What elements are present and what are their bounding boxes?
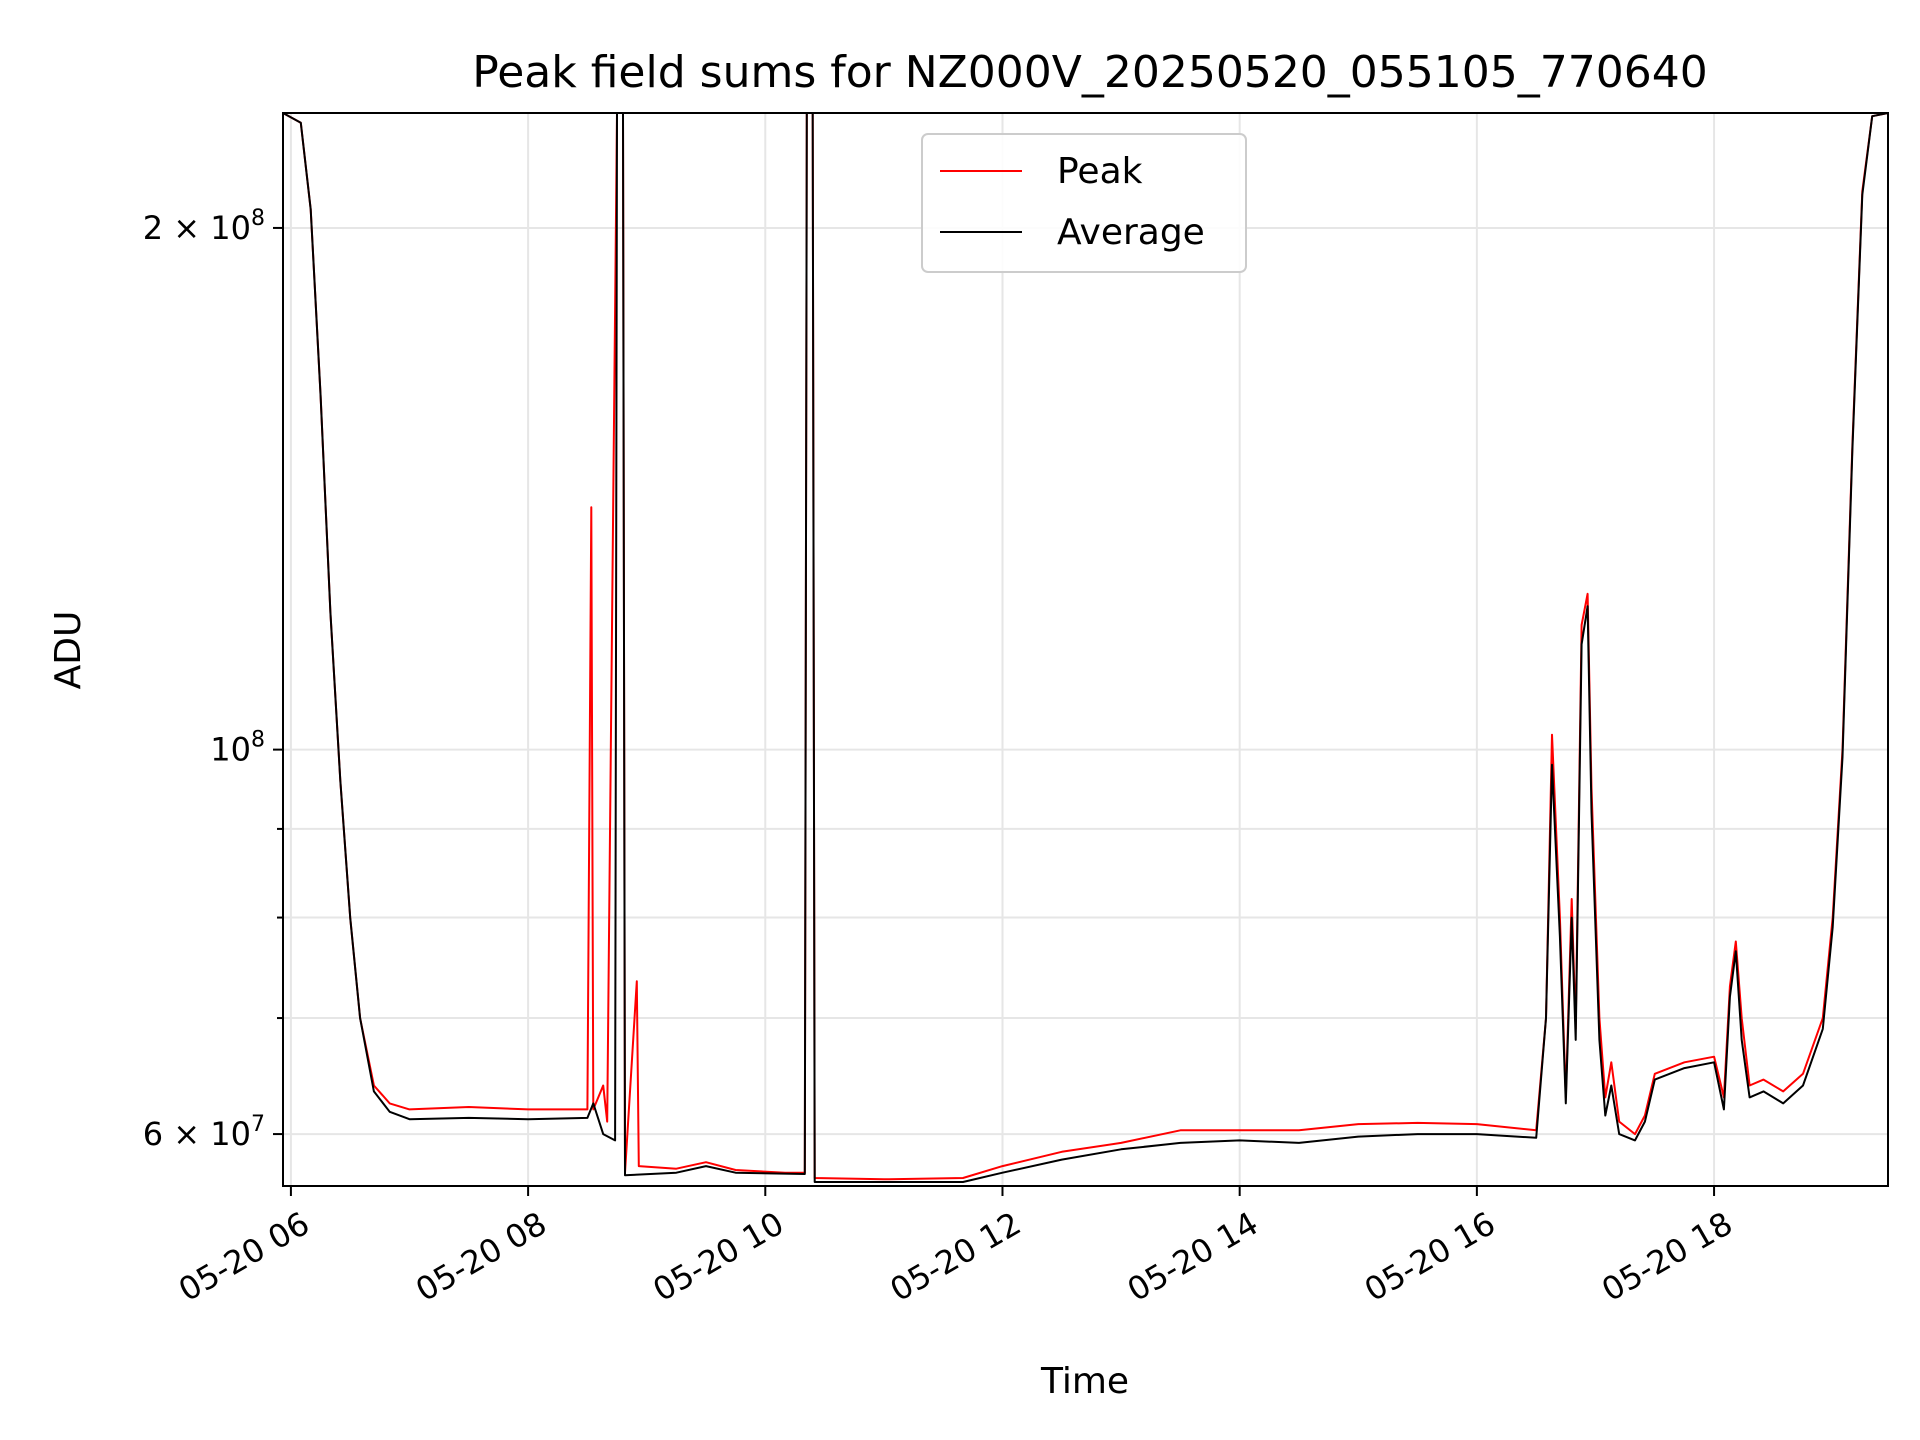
grid-lines (283, 113, 1888, 1186)
y-axis-label: ADU (48, 611, 89, 690)
x-axis: 05-20 06 05-20 08 05-20 10 05-20 12 05-20 14… (172, 1186, 1739, 1309)
y-tick-label: 6 × 107 (143, 1112, 265, 1153)
series-line-peak (282, 112, 1889, 1181)
legend-label-average: Average (1057, 212, 1205, 253)
plot-frame (282, 112, 1889, 1187)
x-tick-label: 05-20 06 (172, 1204, 316, 1309)
chart-title: Peak field sums for NZ000V_20250520_0551… (472, 47, 1707, 98)
x-tick-label: 05-20 10 (646, 1204, 790, 1309)
x-tick-label: 05-20 08 (409, 1204, 553, 1309)
x-tick-label: 05-20 12 (884, 1204, 1028, 1309)
series-line-average (282, 112, 1889, 1183)
y-axis: 2 × 108 108 6 × 107 (143, 206, 283, 1153)
x-axis-label: Time (1040, 1361, 1129, 1402)
legend: Peak Average (921, 133, 1247, 273)
legend-box (921, 133, 1247, 273)
series-layer (282, 112, 1889, 1183)
y-tick-label: 108 (210, 728, 265, 769)
x-tick-label: 05-20 16 (1358, 1204, 1502, 1309)
x-tick-label: 05-20 14 (1121, 1204, 1265, 1309)
legend-label-peak: Peak (1057, 151, 1143, 192)
y-tick-label: 2 × 108 (143, 206, 265, 247)
x-tick-label: 05-20 18 (1595, 1204, 1739, 1309)
